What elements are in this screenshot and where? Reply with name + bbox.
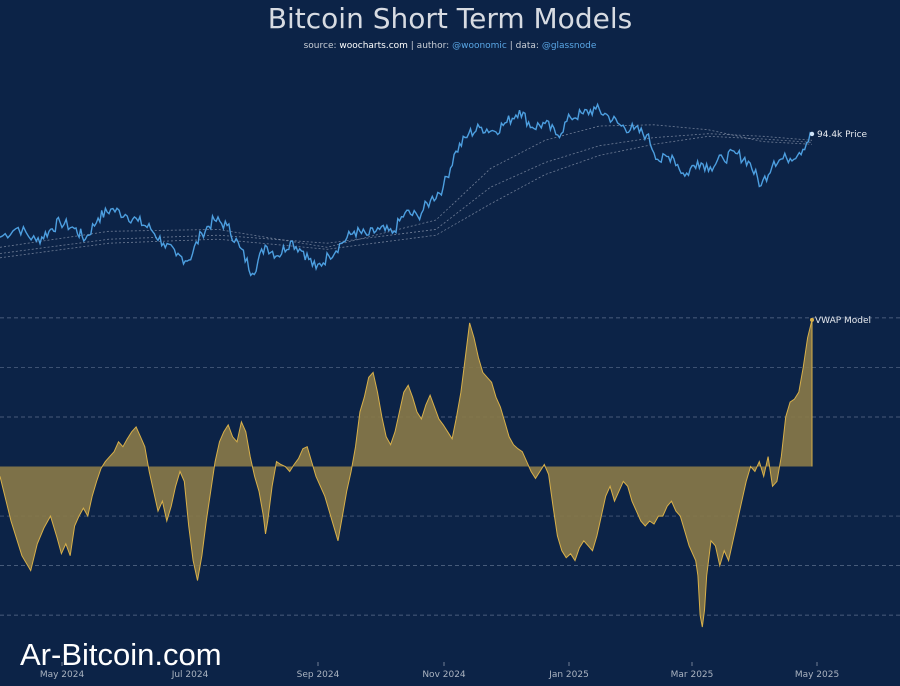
data-source-link[interactable]: @glassnode — [541, 41, 597, 51]
vwap-line — [0, 319, 813, 628]
watermark: Ar-Bitcoin.com — [20, 637, 222, 672]
x-axis-ticks: May 2024 Jul 2024 Sep 2024 Nov 2024 Jan 2025… — [40, 662, 839, 680]
x-tick-label: Jul 2024 — [171, 670, 209, 680]
price-series-label: 94.4k Price — [817, 130, 868, 140]
chart-title: Bitcoin Short Term Models — [267, 2, 633, 35]
data-prefix: | data: — [506, 41, 542, 51]
vwap-series — [0, 317, 814, 628]
x-tick-label: Mar 2025 — [671, 670, 714, 680]
price-last-point — [809, 131, 815, 137]
ma-line — [0, 135, 813, 259]
series-labels: 94.4k Price VWAP Model — [815, 130, 871, 326]
author-prefix: | author: — [407, 41, 453, 51]
ma-line — [0, 124, 813, 248]
vwap-series-label: VWAP Model — [815, 316, 871, 326]
moving-averages — [0, 124, 813, 259]
x-tick-label: Jan 2025 — [548, 670, 589, 680]
source-line: source: woocharts.com | author: @woonomi… — [0, 41, 900, 51]
author-link[interactable]: @woonomic — [452, 41, 507, 51]
x-tick-label: May 2025 — [795, 670, 839, 680]
x-tick-label: Sep 2024 — [297, 670, 340, 680]
vwap-last-point — [810, 317, 814, 322]
x-tick-label: May 2024 — [40, 670, 85, 680]
x-tick-label: Nov 2024 — [422, 670, 466, 680]
source-site-link[interactable]: woocharts.com — [339, 41, 408, 51]
ma-line — [0, 133, 813, 254]
grid-layer — [0, 317, 900, 616]
source-prefix: source: — [303, 41, 340, 51]
vwap-area — [0, 319, 812, 627]
price-line — [0, 102, 813, 277]
price-series — [0, 102, 815, 277]
